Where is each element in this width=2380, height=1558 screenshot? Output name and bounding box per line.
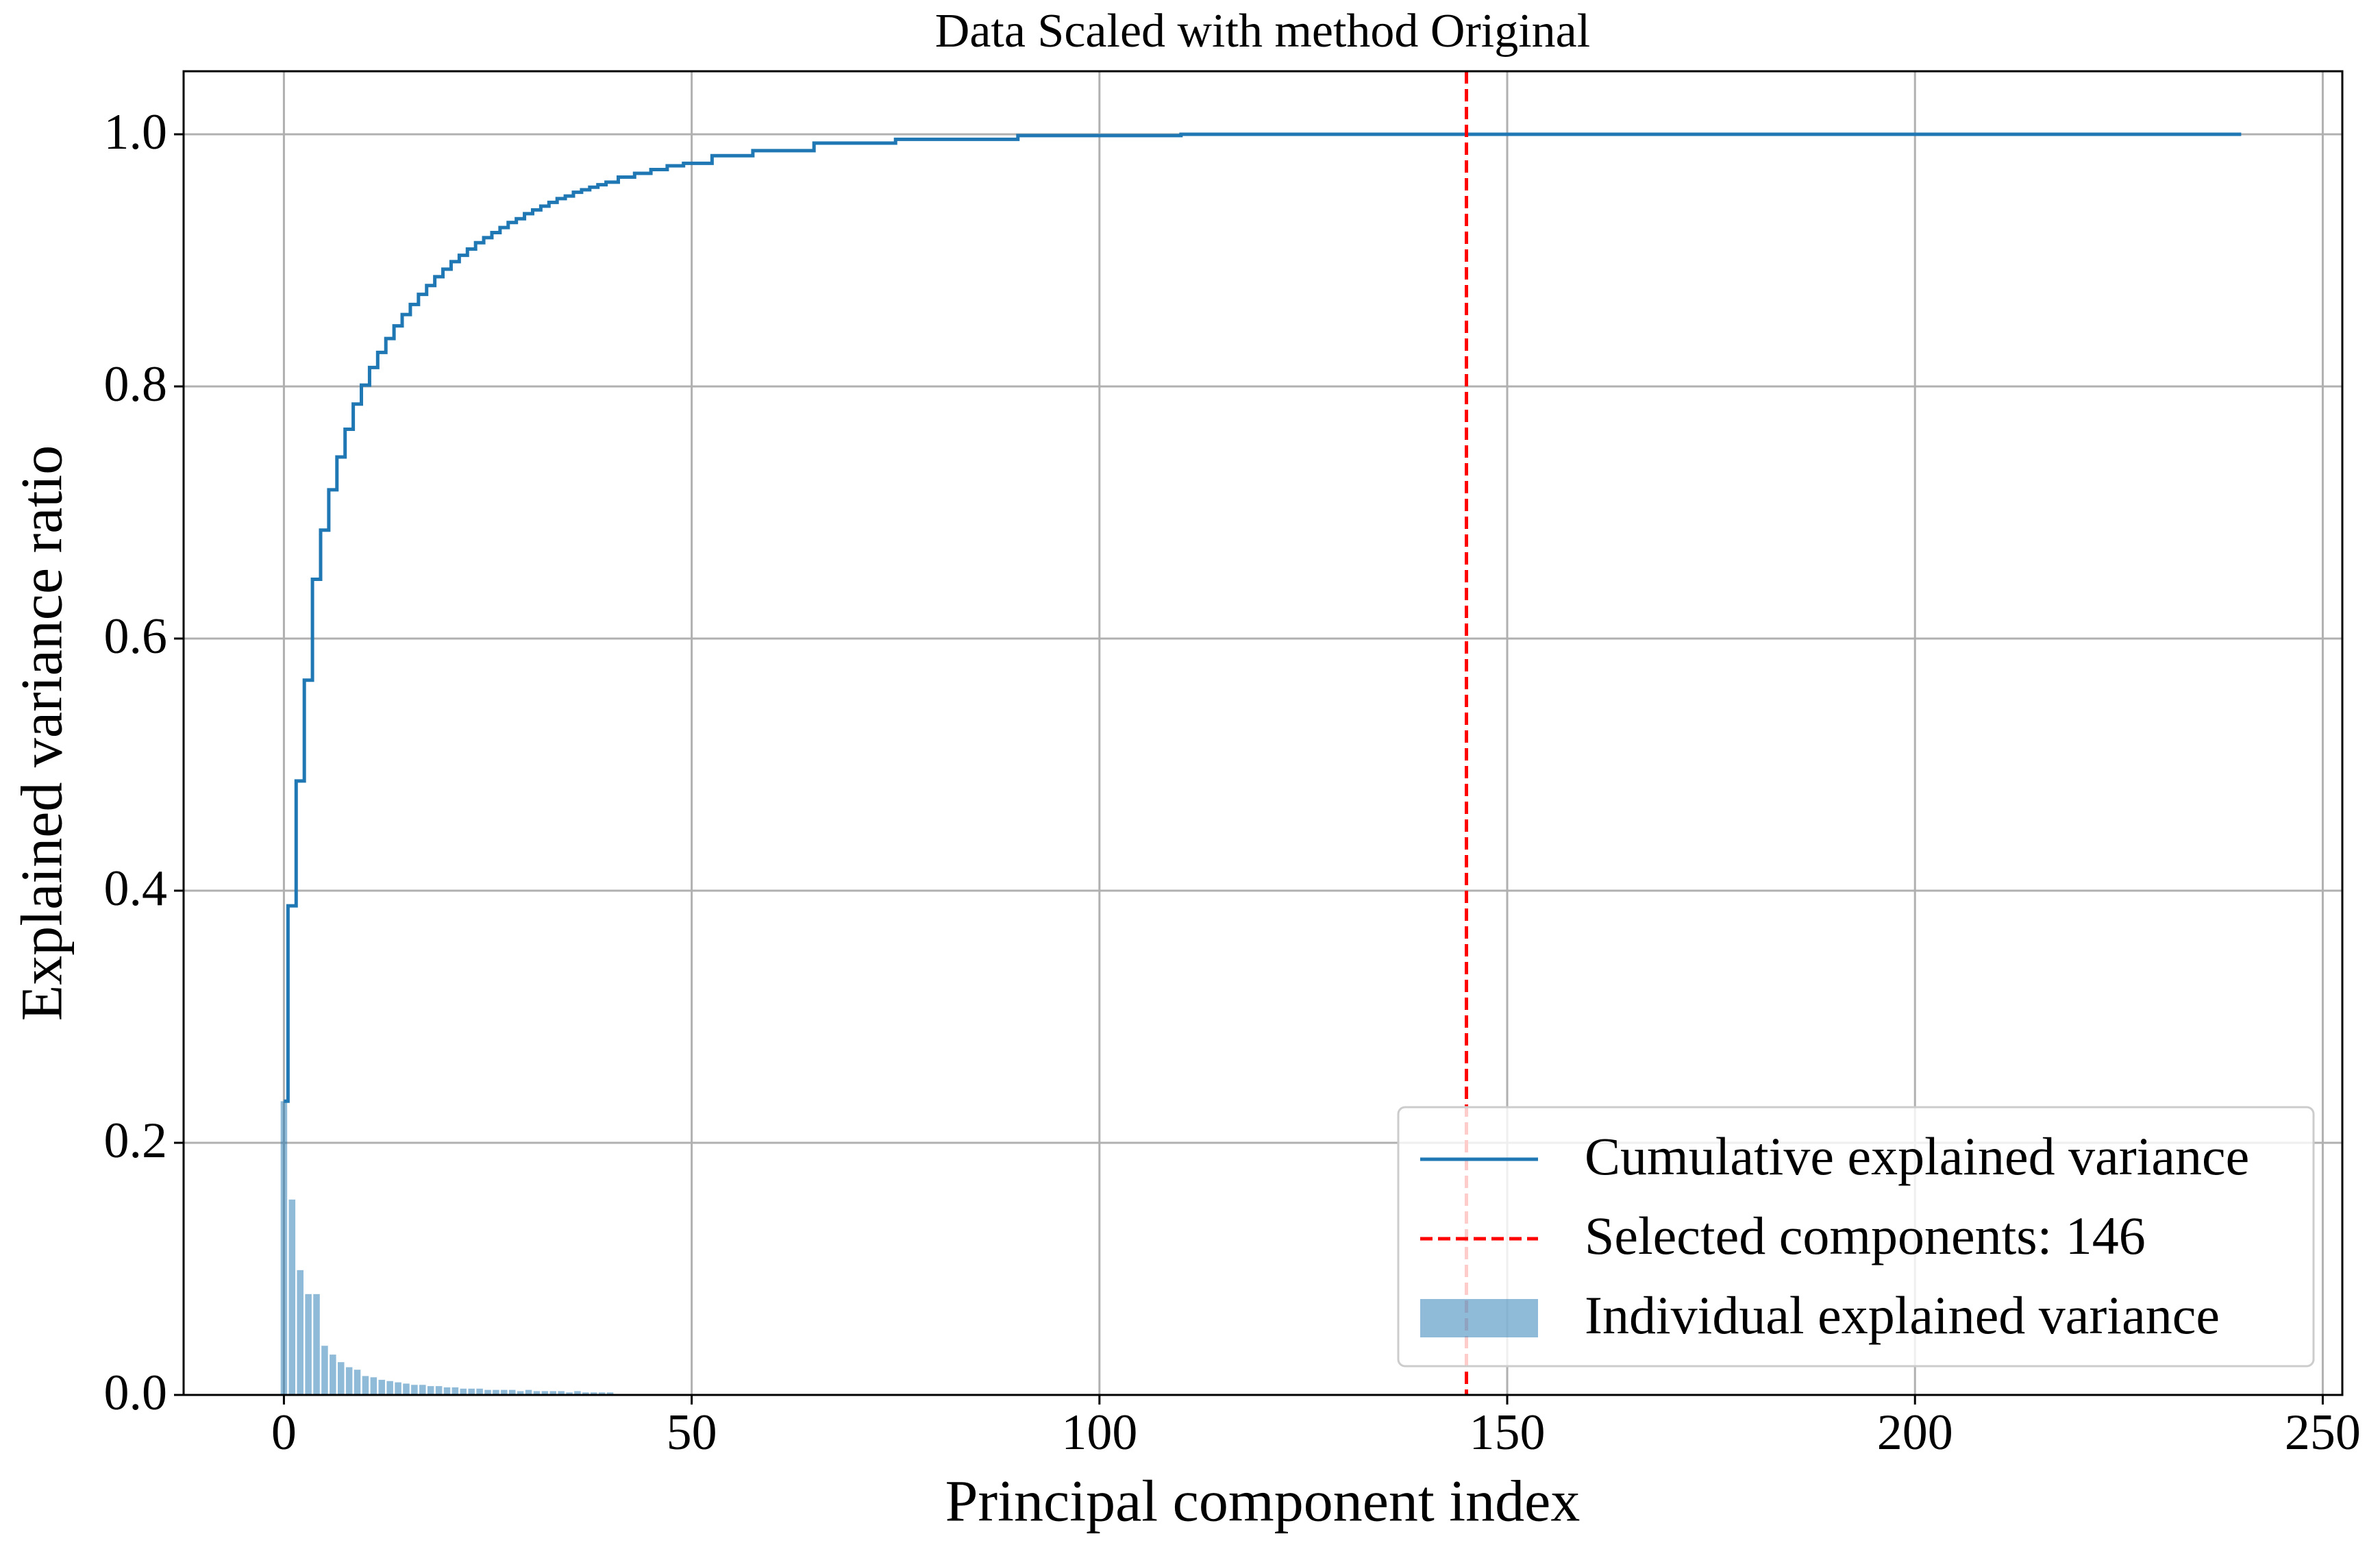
bar — [606, 1392, 614, 1395]
bar — [451, 1387, 459, 1395]
legend-swatch — [1420, 1299, 1538, 1337]
bar — [460, 1388, 467, 1395]
cumulative-line — [284, 132, 2242, 1103]
bar — [549, 1391, 557, 1395]
bar — [370, 1377, 377, 1395]
bar — [517, 1391, 524, 1395]
x-tick-label: 100 — [1061, 1405, 1137, 1461]
x-axis-label: Principal component index — [945, 1468, 1581, 1534]
bar — [476, 1388, 483, 1395]
bar — [598, 1392, 606, 1395]
y-tick-label: 1.0 — [104, 104, 168, 160]
bar — [493, 1389, 499, 1395]
bar — [582, 1392, 589, 1395]
bar — [313, 1294, 320, 1395]
bar — [501, 1389, 508, 1395]
bar — [305, 1294, 312, 1395]
bar — [321, 1346, 328, 1395]
x-tick-label: 0 — [271, 1405, 297, 1461]
bar — [566, 1392, 573, 1395]
y-tick-label: 0.8 — [104, 356, 168, 412]
y-tick-label: 0.2 — [104, 1113, 168, 1169]
legend-box — [1397, 1106, 2315, 1368]
bar — [345, 1367, 353, 1395]
bar — [354, 1370, 361, 1395]
bar — [419, 1385, 426, 1395]
bar — [288, 1199, 296, 1395]
bar — [591, 1392, 597, 1395]
plot-frame — [182, 70, 2344, 1396]
y-tick-label: 0.6 — [104, 608, 168, 665]
chart-title: Data Scaled with method Original — [935, 5, 1590, 58]
bar — [443, 1387, 451, 1395]
bar — [297, 1270, 303, 1395]
bar — [386, 1381, 393, 1395]
bar — [337, 1362, 345, 1395]
bar — [378, 1379, 386, 1395]
bar — [411, 1385, 418, 1395]
legend-label: Selected components: 146 — [1585, 1206, 2146, 1265]
y-tick-label: 0.0 — [104, 1365, 168, 1421]
bar — [533, 1391, 541, 1395]
bar — [508, 1389, 516, 1395]
bar — [435, 1386, 443, 1395]
bar — [395, 1382, 401, 1395]
bar — [468, 1388, 475, 1395]
y-tick-label: 0.4 — [104, 861, 168, 917]
y-axis-label: Explained variance ratio — [9, 445, 75, 1021]
legend-label: Individual explained variance — [1585, 1285, 2220, 1345]
x-tick-label: 250 — [2285, 1405, 2361, 1461]
bar — [525, 1389, 532, 1395]
x-tick-label: 150 — [1470, 1405, 1546, 1461]
bar — [403, 1383, 410, 1395]
x-tick-label: 200 — [1877, 1405, 1953, 1461]
bar — [541, 1391, 549, 1395]
legend-label: Cumulative explained variance — [1585, 1126, 2249, 1186]
bar — [558, 1391, 565, 1395]
bar — [330, 1355, 336, 1395]
bar — [484, 1389, 491, 1395]
bar — [362, 1376, 369, 1395]
x-tick-label: 50 — [667, 1405, 717, 1461]
bar — [574, 1391, 581, 1395]
bar — [280, 1101, 288, 1395]
bar — [427, 1386, 434, 1395]
